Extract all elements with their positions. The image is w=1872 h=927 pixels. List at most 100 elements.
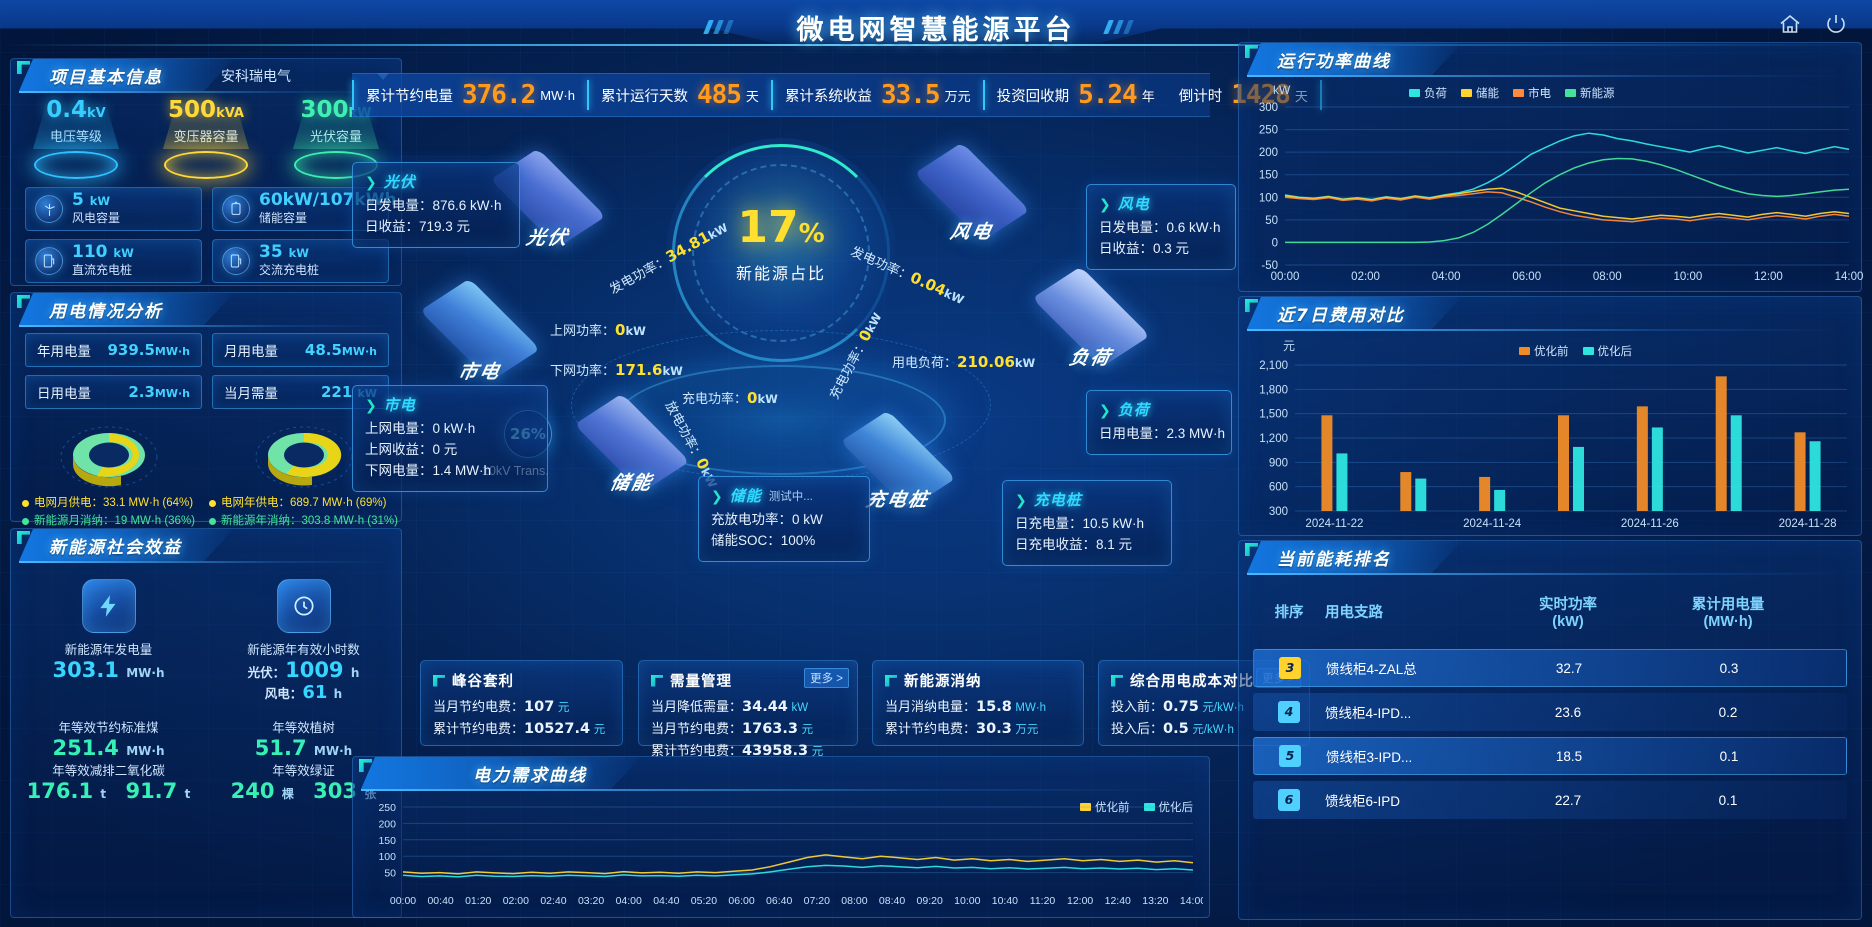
svg-text:2024-11-24: 2024-11-24 <box>1463 518 1522 530</box>
info-row: 日充电量：10.5 kW·h <box>1015 516 1145 531</box>
power-chart: 300 250 200 150 100 50 0 -50 00:00 02:00 04:00 06:0… <box>1239 99 1864 289</box>
panel-title: 当前能耗排名 <box>1277 550 1391 570</box>
flow-unit: kW <box>662 364 683 378</box>
card-value: 0.5 <box>1163 721 1189 738</box>
table-row[interactable]: 6 馈线柜6-IPD 22.7 0.1 <box>1253 781 1847 819</box>
svg-text:03:20: 03:20 <box>578 895 604 907</box>
kpi-saved-energy: 累计节约电量 376.2 MW·h <box>354 80 587 110</box>
donut-chart <box>248 417 360 491</box>
svg-text:08:00: 08:00 <box>841 895 867 907</box>
flow-import-power: 下网功率：171.6kW <box>550 360 683 379</box>
donut-month: 电网月供电：33.1 MW·h (64%) 新能源月消纳：19 MW·h (36… <box>11 417 206 531</box>
social-unit: t <box>184 787 191 801</box>
card-unit: 元/kW·h <box>1202 702 1244 714</box>
svg-text:06:00: 06:00 <box>1512 271 1541 283</box>
flow-label: 发电功率： <box>606 252 671 297</box>
card-title: 新能源消纳 <box>904 674 982 690</box>
panel-header: 用电情况分析 <box>11 293 401 327</box>
capacity-label: 电压等级 <box>49 129 102 144</box>
svg-text:250: 250 <box>378 802 396 814</box>
donut-legend-grid: 电网年供电：689.7 MW·h (69%) <box>220 497 387 509</box>
social-benefit-panel: 新能源社会效益 新能源年发电量 303.1 MW·h 新能源年有效小时数 光伏：… <box>10 528 402 918</box>
social-value: 91.7 <box>125 779 178 803</box>
capacity-voltage: 0.4kV 电压等级 <box>11 99 141 179</box>
usage-value: 2.3 <box>128 383 155 401</box>
energy-flow-diagram: 17% 新能源占比 光伏 风电 市电 负荷 储能 充电桩 发电功率：34.81k… <box>352 120 1236 566</box>
y-axis-unit: kW <box>1273 83 1291 97</box>
arrow-icon: ❯ <box>1099 401 1111 418</box>
node-grid[interactable]: 市电 <box>419 278 541 383</box>
card-key: 投入前： <box>1111 699 1164 714</box>
flow-value: 0 <box>747 389 758 407</box>
energy-value: 0.2 <box>1718 704 1738 720</box>
svg-text:00:00: 00:00 <box>390 895 416 907</box>
info-title: 光伏 <box>383 174 416 191</box>
panel-header: 当前能耗排名 <box>1239 541 1861 575</box>
node-load[interactable]: 负荷 <box>1031 266 1151 369</box>
svg-text:04:40: 04:40 <box>653 895 679 907</box>
svg-text:00:00: 00:00 <box>1271 271 1300 283</box>
title-decoration-left <box>703 20 734 34</box>
legend-label: 市电 <box>1528 88 1551 100</box>
arrow-icon: ❯ <box>1015 491 1027 508</box>
table-row[interactable]: 3 馈线柜4-ZAL总 32.7 0.3 <box>1253 649 1847 687</box>
node-wind[interactable]: 风电 <box>914 142 1030 243</box>
card-value: 43958.3 <box>742 743 809 760</box>
col-rank: 排序 <box>1274 605 1304 621</box>
usage-item-month: 月用电量 48.5MW·h <box>212 333 389 367</box>
col-power: 实时功率 (kW) <box>1539 597 1597 630</box>
legend-label: 优化后 <box>1597 346 1633 358</box>
kpi-value: 376.2 <box>462 80 536 110</box>
capacity-transformer: 500kVA 变压器容量 <box>141 99 271 179</box>
capacity-unit: kV <box>87 106 106 121</box>
info-row: 下网电量：1.4 MW·h <box>365 462 492 478</box>
power-value: 18.5 <box>1555 748 1583 764</box>
mini-label: 交流充电桩 <box>259 263 320 278</box>
energy-value: 0.1 <box>1718 792 1738 808</box>
svg-text:2024-11-28: 2024-11-28 <box>1779 518 1837 530</box>
table-row[interactable]: 5 馈线柜3-IPD... 18.5 0.1 <box>1253 737 1847 775</box>
panel-title: 电力需求曲线 <box>473 766 587 786</box>
info-row: 储能SOC：100% <box>711 532 816 548</box>
mini-value: 35 <box>259 241 283 262</box>
card-key: 累计节约电费： <box>885 721 977 737</box>
kpi-value: 485 <box>696 80 742 110</box>
power-icon[interactable] <box>1824 12 1848 36</box>
social-value: 176.1 <box>26 779 94 803</box>
svg-text:02:40: 02:40 <box>540 895 566 907</box>
info-row: 日发电量：876.6 kW·h <box>365 198 502 213</box>
usage-value: 939.5 <box>107 341 155 359</box>
svg-text:900: 900 <box>1269 457 1288 469</box>
usage-item-year: 年用电量 939.5MW·h <box>25 333 202 367</box>
svg-text:14:00: 14:00 <box>1835 271 1863 283</box>
panel-header: 新能源社会效益 <box>11 529 401 563</box>
glow-ring <box>34 151 118 179</box>
node-label: 储能 <box>608 473 655 494</box>
usage-unit: MW·h <box>341 345 377 358</box>
card-title: 综合用电成本对比 <box>1130 674 1254 690</box>
card-value: 30.3 <box>976 721 1012 738</box>
node-label: 充电桩 <box>863 490 932 511</box>
home-icon[interactable] <box>1778 12 1802 36</box>
info-box-load: ❯ 负荷 日用电量：2.3 MW·h <box>1086 390 1232 455</box>
dc-charger-icon <box>35 247 63 275</box>
info-box-pv: ❯ 光伏 日发电量：876.6 kW·h 日收益：719.3 元 <box>352 162 520 248</box>
card-title: 峰谷套利 <box>452 674 514 690</box>
rank-badge: 6 <box>1278 789 1300 811</box>
flow-load-power: 用电负荷：210.06kW <box>892 352 1035 371</box>
svg-text:04:00: 04:00 <box>616 895 642 907</box>
svg-text:300: 300 <box>1259 102 1278 114</box>
table-row[interactable]: 4 馈线柜4-IPD... 23.6 0.2 <box>1253 693 1847 731</box>
svg-text:100: 100 <box>1259 192 1278 204</box>
more-button[interactable]: 更多 > <box>804 668 849 688</box>
svg-text:12:40: 12:40 <box>1105 895 1131 907</box>
new-energy-ratio-gauge: 17% 新能源占比 <box>666 138 896 368</box>
info-box-grid: ❯ 市电 上网电量：0 kW·h 上网收益：0 元 下网电量：1.4 MW·h <box>352 385 548 492</box>
card-value: 34.44 <box>742 699 788 715</box>
usage-unit: MW·h <box>154 387 190 400</box>
ratio-value: 17 <box>737 202 799 253</box>
social-label: 年等效节约标准煤 <box>58 721 159 735</box>
flow-value: 0 <box>615 321 626 339</box>
svg-text:12:00: 12:00 <box>1754 271 1783 283</box>
usage-value: 221 <box>321 383 353 401</box>
